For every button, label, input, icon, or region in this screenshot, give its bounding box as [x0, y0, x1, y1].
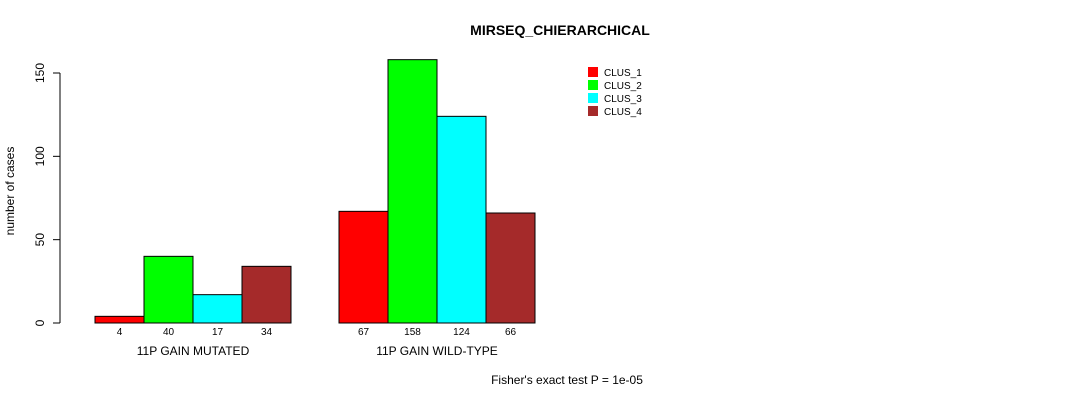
y-tick-label: 100 — [33, 146, 47, 166]
bar-value-label: 158 — [404, 327, 421, 338]
legend-label: CLUS_3 — [604, 94, 642, 105]
bar-value-label: 34 — [261, 327, 273, 338]
y-tick-label: 150 — [33, 63, 47, 83]
legend-swatch — [588, 106, 598, 116]
bar-value-label: 66 — [505, 327, 517, 338]
bar-value-labels: 4 40 17 34 67 158 124 66 — [117, 327, 517, 338]
fisher-test-footnote: Fisher's exact test P = 1e-05 — [491, 373, 643, 387]
legend-label: CLUS_1 — [604, 68, 642, 79]
bar-clus-4-mutated — [241, 265, 292, 324]
y-axis: 0 50 100 150 — [33, 63, 61, 326]
category-label: 11P GAIN WILD-TYPE — [376, 344, 498, 358]
category-label: 11P GAIN MUTATED — [137, 344, 250, 358]
y-tick-label: 0 — [33, 319, 47, 326]
legend-label: CLUS_2 — [604, 81, 642, 92]
bar-clus-2-mutated — [143, 255, 194, 324]
y-tick-label: 50 — [33, 233, 47, 247]
bar-value-label: 4 — [117, 327, 123, 338]
bar-clus-2-wild-type — [387, 59, 438, 324]
bar-value-label: 124 — [453, 327, 470, 338]
bar-value-label: 40 — [163, 327, 175, 338]
category-labels: 11P GAIN MUTATED 11P GAIN WILD-TYPE — [137, 344, 498, 358]
bar-clus-1-mutated — [94, 315, 145, 324]
bar-clus-3-mutated — [192, 294, 243, 324]
legend-swatch — [588, 67, 598, 77]
chart-title: MIRSEQ_CHIERARCHICAL — [470, 22, 650, 38]
bar-clus-3-wild-type — [436, 115, 487, 324]
y-axis-label: number of cases — [3, 147, 17, 236]
legend-swatch — [588, 80, 598, 90]
bar-value-label: 67 — [358, 327, 370, 338]
bars — [94, 59, 536, 324]
bar-clus-4-wild-type — [485, 212, 536, 324]
legend-swatch — [588, 93, 598, 103]
legend-label: CLUS_4 — [604, 107, 642, 118]
bar-clus-1-wild-type — [338, 210, 389, 324]
legend: CLUS_1 CLUS_2 CLUS_3 CLUS_4 — [588, 67, 642, 118]
bar-value-label: 17 — [212, 327, 224, 338]
